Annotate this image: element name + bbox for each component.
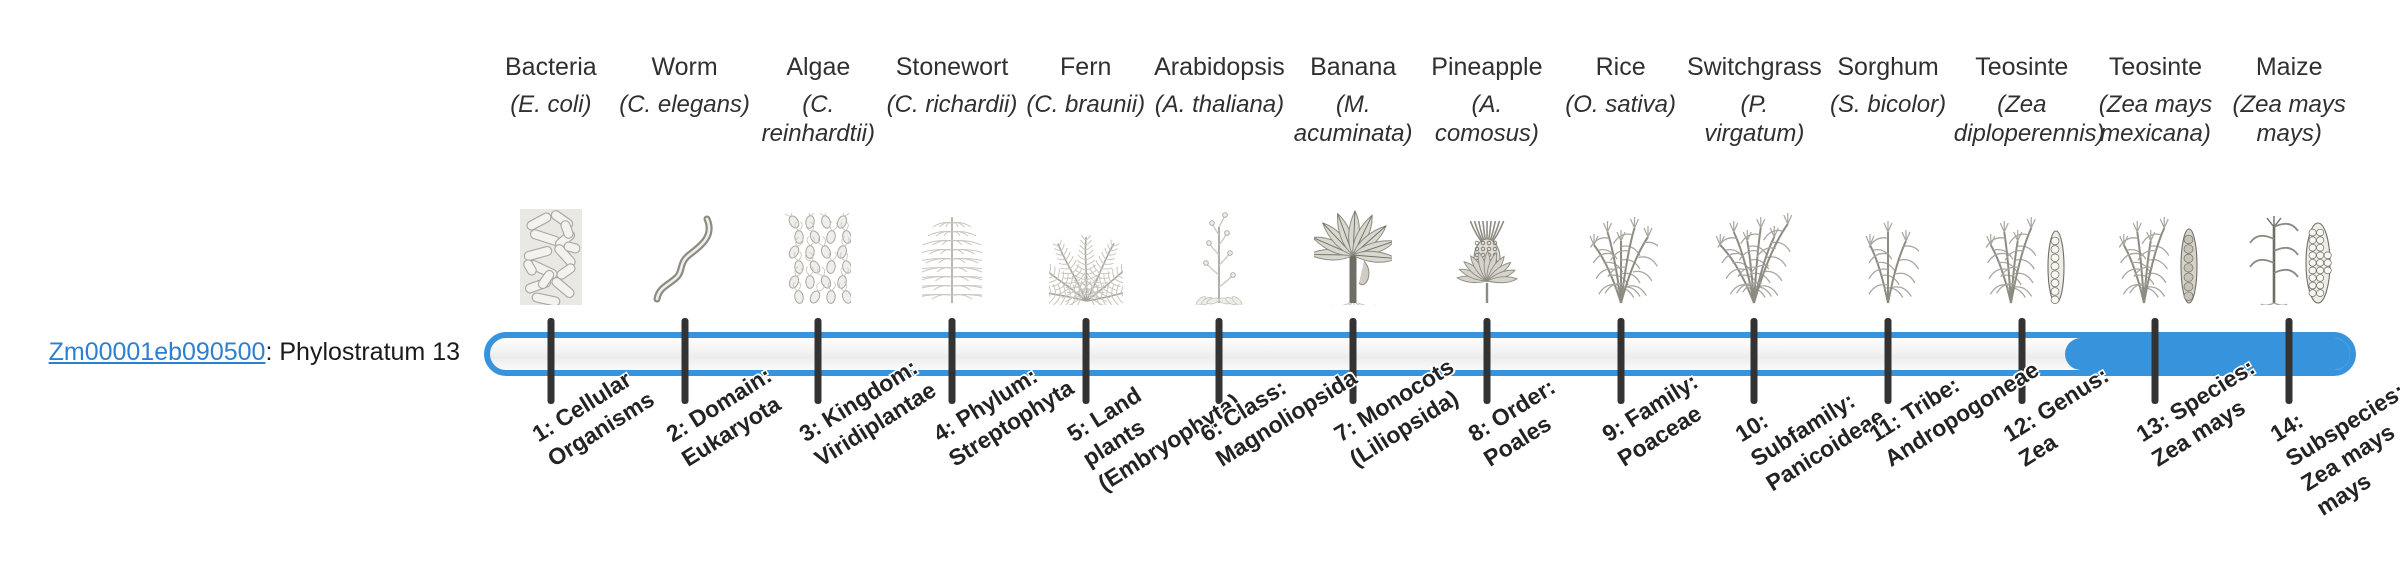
banana-illustration	[1287, 205, 1419, 305]
species-latin-name: (C. richardii)	[886, 91, 1018, 118]
species-header-row: Bacteria (E. coli) Worm (C. elegans) Algae (C…	[484, 52, 2356, 307]
species-latin-name: (C. reinhardtii)	[761, 91, 875, 147]
stonewort-illustration	[886, 205, 1018, 305]
species-column: Fern (C. braunii)	[1019, 52, 1153, 307]
taxonomic-rank-text: Phylum: Streptophyta	[943, 362, 1078, 472]
stratum-tick[interactable]	[2151, 318, 2159, 404]
phylostratum-bar-track	[484, 332, 2356, 376]
species-column: Maize (Zea mays mays)	[2222, 52, 2356, 307]
stratum-tick[interactable]	[547, 318, 555, 404]
stratum-tick[interactable]	[1215, 318, 1223, 404]
species-common-name: Teosinte	[1975, 53, 2069, 81]
taxonomic-rank-text: Cellular Organisms	[542, 365, 659, 472]
species-common-name: Bacteria	[505, 53, 597, 81]
stratum-tick[interactable]	[1483, 318, 1491, 404]
rice-illustration	[1555, 205, 1687, 305]
species-latin-name: (E. coli)	[510, 91, 592, 118]
teosinte-mexicana-illustration	[2089, 205, 2221, 305]
switchgrass-illustration	[1688, 205, 1820, 305]
species-column: Bacteria (E. coli)	[484, 52, 618, 307]
taxonomic-rank-text: Order: Poales	[1478, 373, 1560, 472]
species-latin-name: (Zea mays mays)	[2232, 91, 2346, 147]
arabidopsis-illustration	[1153, 205, 1285, 305]
stratum-tick[interactable]	[2018, 318, 2026, 404]
pineapple-illustration	[1421, 205, 1553, 305]
sorghum-illustration	[1822, 205, 1954, 305]
stratum-tick[interactable]	[1617, 318, 1625, 404]
species-latin-name: (M. acuminata)	[1293, 91, 1413, 147]
species-latin-name: (P. virgatum)	[1704, 91, 1805, 147]
gene-phylostratum-value: Phylostratum 13	[279, 338, 460, 366]
species-latin-name: (A. thaliana)	[1154, 91, 1285, 118]
species-common-name: Worm	[651, 53, 718, 81]
species-latin-name: (O. sativa)	[1565, 91, 1676, 118]
species-column: Arabidopsis (A. thaliana)	[1153, 52, 1287, 307]
species-latin-name: (A. comosus)	[1434, 91, 1539, 147]
taxonomic-rank-row: 1: Cellular Organisms 2: Domain: Eukaryot…	[484, 353, 2400, 580]
phylostratum-bar-fill	[2065, 338, 2350, 370]
species-latin-name: (C. braunii)	[1026, 91, 1146, 118]
species-common-name: Switchgrass	[1686, 53, 1822, 81]
stratum-tick[interactable]	[948, 318, 956, 404]
species-common-name: Rice	[1595, 53, 1646, 81]
species-column: Worm (C. elegans)	[618, 52, 752, 307]
teosinte-diploperennis-illustration	[1956, 205, 2088, 305]
stratum-tick[interactable]	[1750, 318, 1758, 404]
stratum-tick[interactable]	[1082, 318, 1090, 404]
species-common-name: Sorghum	[1837, 53, 1939, 81]
species-column: Algae (C. reinhardtii)	[751, 52, 885, 307]
species-column: Banana (M. acuminata)	[1286, 52, 1420, 307]
fern-illustration	[1020, 205, 1152, 305]
stratum-tick[interactable]	[681, 318, 689, 404]
species-column: Pineapple (A. comosus)	[1420, 52, 1554, 307]
maize-illustration	[2223, 205, 2355, 305]
species-common-name: Arabidopsis	[1154, 53, 1285, 81]
bacteria-illustration	[485, 205, 617, 305]
phylostratum-bar[interactable]	[484, 318, 2356, 404]
species-common-name: Banana	[1310, 53, 1397, 81]
species-column: Teosinte (Zea mays mexicana)	[2089, 52, 2223, 307]
species-common-name: Fern	[1060, 53, 1112, 81]
worm-illustration	[619, 205, 751, 305]
species-common-name: Maize	[2255, 53, 2323, 81]
species-column: Switchgrass (P. virgatum)	[1686, 52, 1822, 307]
taxonomic-rank-text: Domain: Eukaryota	[676, 361, 785, 472]
species-common-name: Pineapple	[1431, 53, 1543, 81]
stratum-tick[interactable]	[2285, 318, 2293, 404]
species-common-name: Teosinte	[2108, 53, 2203, 81]
species-column: Stonewort (C. richardii)	[885, 52, 1019, 307]
stratum-tick[interactable]	[1349, 318, 1357, 404]
species-column: Teosinte (Zea diploperennis)	[1953, 52, 2105, 307]
species-column: Rice (O. sativa)	[1554, 52, 1688, 307]
gene-phylostratum-label: Zm00001eb090500: Phylostratum 13	[40, 337, 460, 367]
species-common-name: Algae	[786, 53, 851, 81]
taxonomic-rank-text: Subfamily: Panicoideae	[1746, 387, 1890, 497]
species-latin-name: (S. bicolor)	[1830, 91, 1947, 118]
species-column: Sorghum (S. bicolor)	[1821, 52, 1955, 307]
stratum-tick[interactable]	[1884, 318, 1892, 404]
species-latin-name: (Zea mays mexicana)	[2098, 91, 2213, 147]
gene-label-separator: :	[265, 338, 280, 366]
taxonomic-rank-text: Family: Poaceae	[1612, 367, 1706, 472]
taxonomic-rank-text: Subspecies: Zea mays mays	[2281, 377, 2400, 521]
species-latin-name: (C. elegans)	[619, 91, 750, 118]
species-common-name: Stonewort	[895, 53, 1009, 81]
stratum-tick[interactable]	[814, 318, 822, 404]
algae-illustration	[752, 205, 884, 305]
species-latin-name: (Zea diploperennis)	[1953, 91, 2105, 147]
gene-id-link[interactable]: Zm00001eb090500	[48, 338, 266, 366]
